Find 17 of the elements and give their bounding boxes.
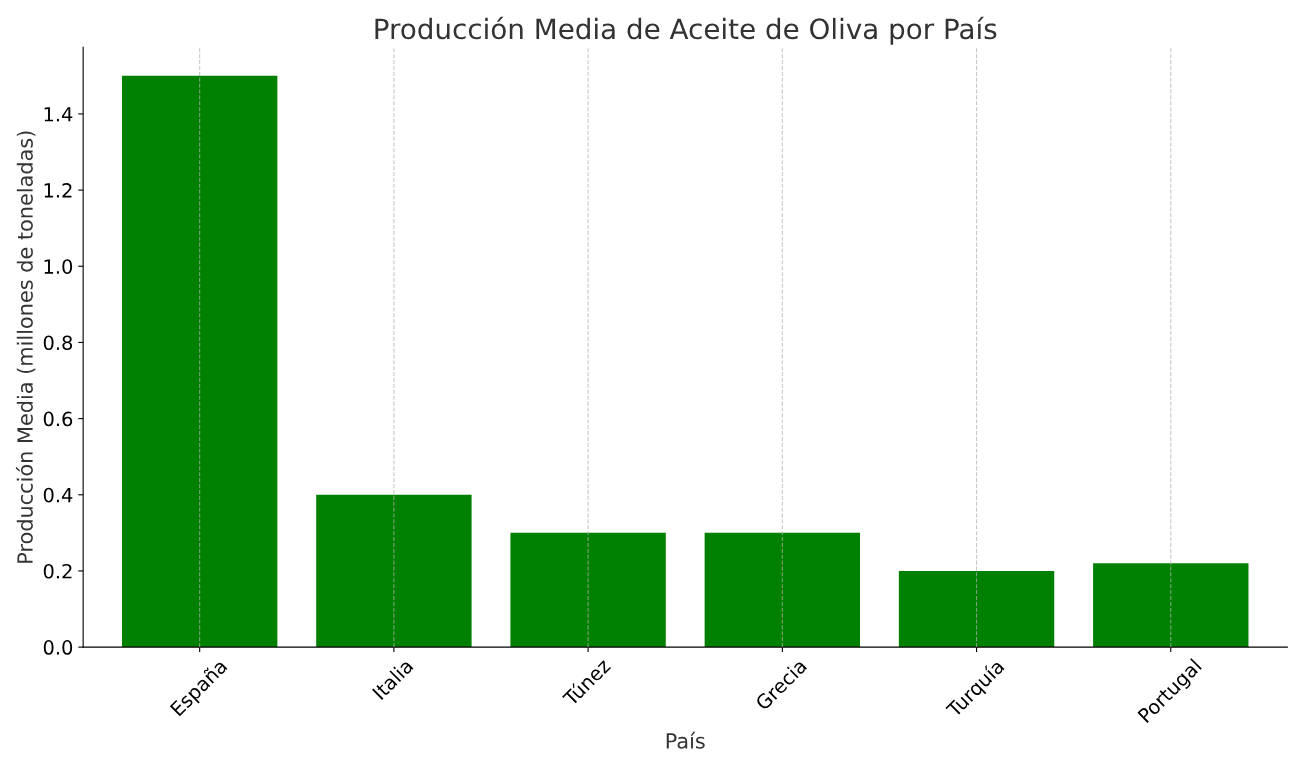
chart-title: Producción Media de Aceite de Oliva por País xyxy=(375,16,997,45)
x-axis-title: País xyxy=(666,731,705,749)
bar xyxy=(121,75,278,648)
y-axis-title: Producción Media (millones de toneladas) xyxy=(15,131,36,563)
y-tick-label: 1.2 xyxy=(44,183,72,198)
bar xyxy=(316,494,472,648)
y-tick-label: 0.8 xyxy=(43,335,73,351)
y-tick-label: 1.0 xyxy=(44,259,73,274)
bar xyxy=(898,570,1055,648)
y-tick-label: 0.0 xyxy=(43,640,73,655)
bar xyxy=(510,532,666,648)
y-tick-label: 0.6 xyxy=(43,411,73,427)
bar xyxy=(1093,563,1249,648)
bar xyxy=(704,532,861,648)
y-tick-label: 1.4 xyxy=(44,107,73,122)
y-tick-label: 0.2 xyxy=(43,563,72,579)
y-tick-label: 0.4 xyxy=(43,487,73,503)
